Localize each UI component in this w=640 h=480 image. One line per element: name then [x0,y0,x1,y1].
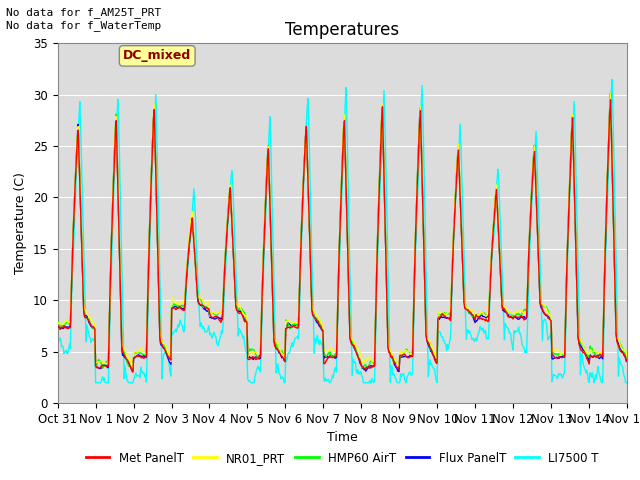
Text: No data for f_AM25T_PRT
No data for f_WaterTemp: No data for f_AM25T_PRT No data for f_Wa… [6,7,162,31]
Title: Temperatures: Temperatures [285,21,399,39]
Text: DC_mixed: DC_mixed [123,49,191,62]
X-axis label: Time: Time [327,432,358,444]
Legend: Met PanelT, NR01_PRT, HMP60 AirT, Flux PanelT, LI7500 T: Met PanelT, NR01_PRT, HMP60 AirT, Flux P… [81,447,604,469]
Y-axis label: Temperature (C): Temperature (C) [15,172,28,274]
